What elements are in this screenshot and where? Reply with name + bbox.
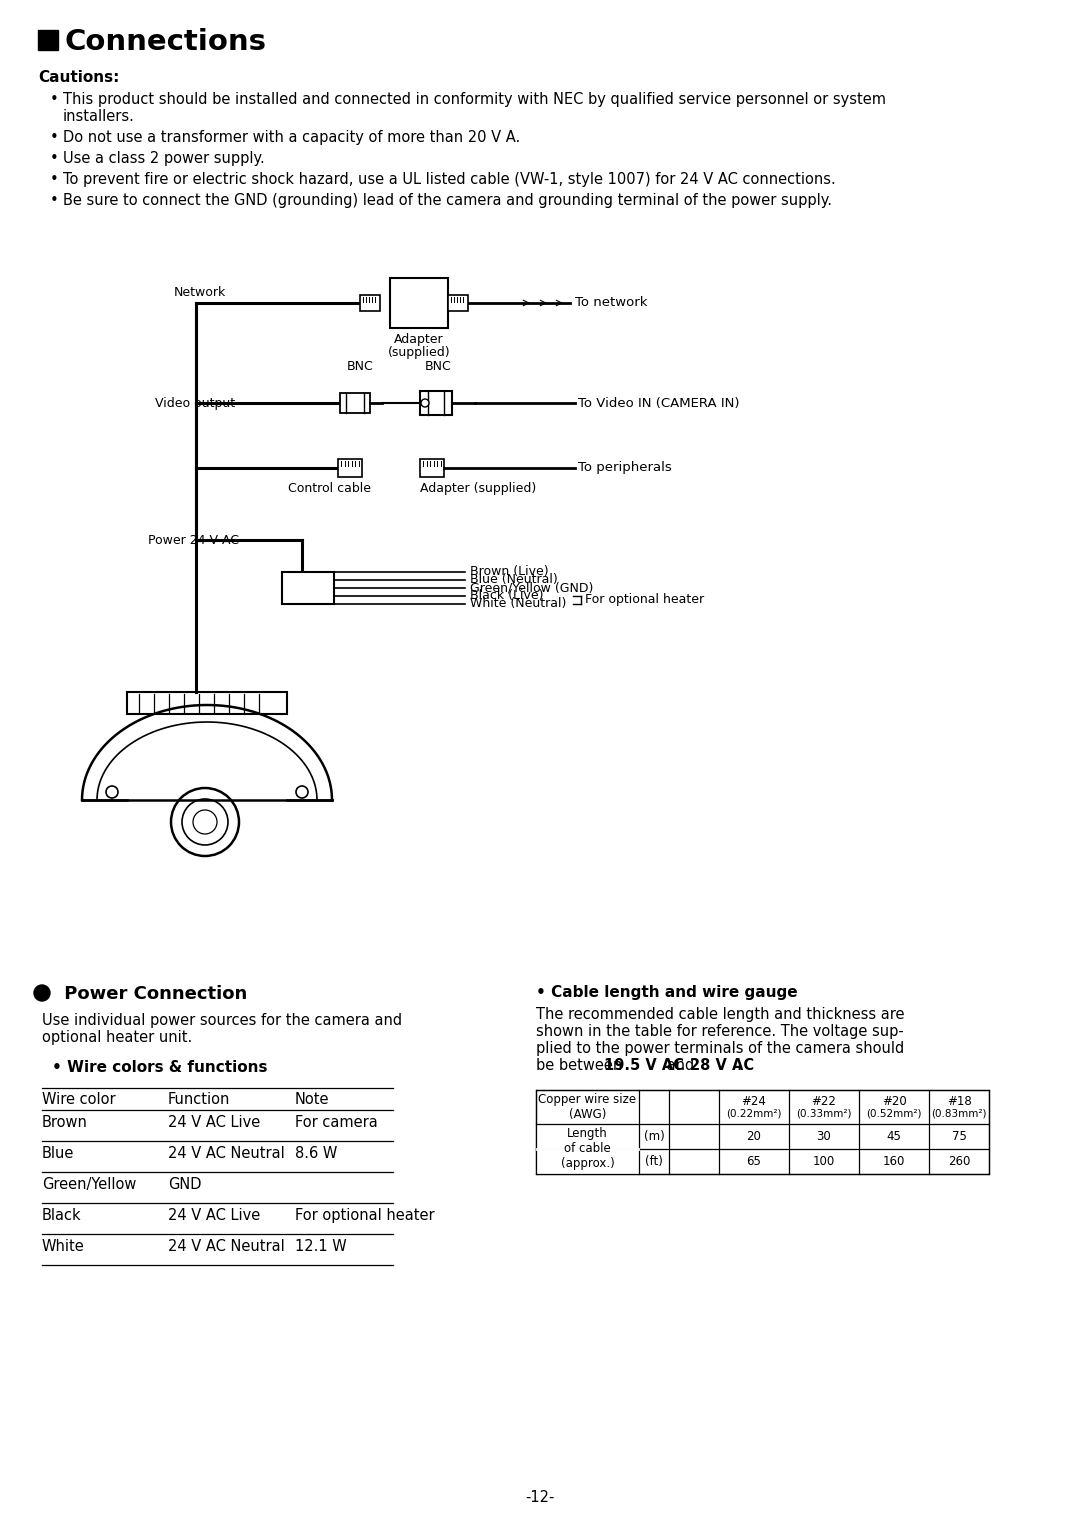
Text: Black: Black [42, 1209, 82, 1222]
Text: plied to the power terminals of the camera should: plied to the power terminals of the came… [536, 1041, 904, 1056]
Bar [448, 295, 468, 311]
Text: To prevent fire or electric shock hazard, use a UL listed cable (VW-1, style 100: To prevent fire or electric shock hazard… [63, 172, 836, 188]
Text: Video output: Video output [156, 397, 235, 409]
Text: •: • [50, 130, 58, 145]
Text: • Wire colors & functions: • Wire colors & functions [52, 1061, 268, 1074]
Text: Brown: Brown [42, 1116, 87, 1129]
Text: -12-: -12- [525, 1489, 555, 1505]
Text: To network: To network [575, 296, 648, 310]
Text: (0.83mm²): (0.83mm²) [931, 1108, 987, 1119]
Text: (0.52mm²): (0.52mm²) [866, 1108, 921, 1119]
Text: 12.1 W: 12.1 W [295, 1239, 347, 1254]
Text: Power Connection: Power Connection [58, 984, 247, 1003]
Text: Blue: Blue [42, 1146, 75, 1161]
Bar [338, 459, 362, 478]
Bar [282, 572, 334, 604]
Text: Wire color: Wire color [42, 1093, 116, 1106]
Bar [390, 278, 448, 328]
Text: optional heater unit.: optional heater unit. [42, 1030, 192, 1045]
Text: .: . [735, 1058, 741, 1073]
Text: 100: 100 [813, 1155, 835, 1167]
Text: •: • [50, 172, 58, 188]
Text: BNC: BNC [347, 360, 374, 372]
Text: 30: 30 [816, 1129, 832, 1143]
Text: 8.6 W: 8.6 W [295, 1146, 337, 1161]
Text: Connections: Connections [65, 27, 267, 56]
Text: BNC: BNC [426, 360, 451, 372]
Text: shown in the table for reference. The voltage sup-: shown in the table for reference. The vo… [536, 1024, 904, 1039]
Text: White (Neutral): White (Neutral) [470, 598, 566, 610]
Text: #22: #22 [811, 1096, 836, 1108]
Bar [38, 31, 58, 50]
Bar [360, 295, 380, 311]
Text: (m): (m) [644, 1129, 664, 1143]
Text: (ft): (ft) [645, 1155, 663, 1167]
Text: To peripherals: To peripherals [578, 461, 672, 475]
Text: The recommended cable length and thickness are: The recommended cable length and thickne… [536, 1007, 905, 1022]
Bar [420, 391, 453, 415]
Text: Be sure to connect the GND (grounding) lead of the camera and grounding terminal: Be sure to connect the GND (grounding) l… [63, 192, 832, 208]
Text: Blue (Neutral): Blue (Neutral) [470, 574, 557, 586]
Text: GND: GND [168, 1177, 202, 1192]
Text: 19.5 V AC: 19.5 V AC [604, 1058, 684, 1073]
Text: (0.22mm²): (0.22mm²) [726, 1108, 782, 1119]
Text: Green/Yellow: Green/Yellow [42, 1177, 136, 1192]
Text: For optional heater: For optional heater [585, 594, 704, 606]
Text: •: • [50, 151, 58, 166]
Text: To Video IN (CAMERA IN): To Video IN (CAMERA IN) [578, 397, 740, 409]
Text: Copper wire size
(AWG): Copper wire size (AWG) [539, 1093, 636, 1122]
Text: (supplied): (supplied) [388, 346, 450, 359]
Text: For optional heater: For optional heater [295, 1209, 434, 1222]
Text: and: and [662, 1058, 699, 1073]
Circle shape [421, 398, 429, 407]
Text: 45: 45 [887, 1129, 902, 1143]
Text: Network: Network [174, 285, 226, 299]
Text: •: • [50, 92, 58, 107]
Text: 24 V AC Live: 24 V AC Live [168, 1116, 260, 1129]
Bar [536, 1090, 989, 1173]
Text: For camera: For camera [295, 1116, 378, 1129]
Text: Black (Live): Black (Live) [470, 589, 543, 603]
Text: •: • [50, 192, 58, 208]
Text: Use a class 2 power supply.: Use a class 2 power supply. [63, 151, 265, 166]
Text: 28 V AC: 28 V AC [690, 1058, 754, 1073]
Text: 24 V AC Neutral: 24 V AC Neutral [168, 1146, 285, 1161]
Text: Brown (Live): Brown (Live) [470, 566, 549, 578]
Text: Use individual power sources for the camera and: Use individual power sources for the cam… [42, 1013, 402, 1029]
Text: Adapter: Adapter [394, 333, 444, 346]
Text: Function: Function [168, 1093, 230, 1106]
Text: Control cable: Control cable [288, 482, 372, 494]
Text: Cautions:: Cautions: [38, 70, 120, 85]
Bar [340, 394, 370, 414]
Bar [420, 459, 444, 478]
Text: installers.: installers. [63, 108, 135, 124]
Text: 75: 75 [951, 1129, 967, 1143]
Text: #20: #20 [881, 1096, 906, 1108]
Text: 24 V AC Live: 24 V AC Live [168, 1209, 260, 1222]
Text: 20: 20 [746, 1129, 761, 1143]
Circle shape [33, 984, 50, 1001]
Text: be between: be between [536, 1058, 626, 1073]
Text: White: White [42, 1239, 84, 1254]
Text: 260: 260 [948, 1155, 970, 1167]
Text: Power 24 V AC: Power 24 V AC [148, 534, 239, 546]
Text: #24: #24 [742, 1096, 767, 1108]
Text: Green/Yellow (GND): Green/Yellow (GND) [470, 581, 593, 595]
Text: 65: 65 [746, 1155, 761, 1167]
Text: This product should be installed and connected in conformity with NEC by qualifi: This product should be installed and con… [63, 92, 886, 107]
Bar [127, 691, 287, 714]
Text: #18: #18 [947, 1096, 971, 1108]
Text: (0.33mm²): (0.33mm²) [796, 1108, 852, 1119]
Bar [537, 1125, 638, 1173]
Text: Do not use a transformer with a capacity of more than 20 V A.: Do not use a transformer with a capacity… [63, 130, 521, 145]
Text: 160: 160 [882, 1155, 905, 1167]
Text: Adapter (supplied): Adapter (supplied) [420, 482, 537, 494]
Text: Note: Note [295, 1093, 329, 1106]
Text: 24 V AC Neutral: 24 V AC Neutral [168, 1239, 285, 1254]
Text: Length
of cable
(approx.): Length of cable (approx.) [561, 1128, 615, 1170]
Text: • Cable length and wire gauge: • Cable length and wire gauge [536, 984, 798, 1000]
